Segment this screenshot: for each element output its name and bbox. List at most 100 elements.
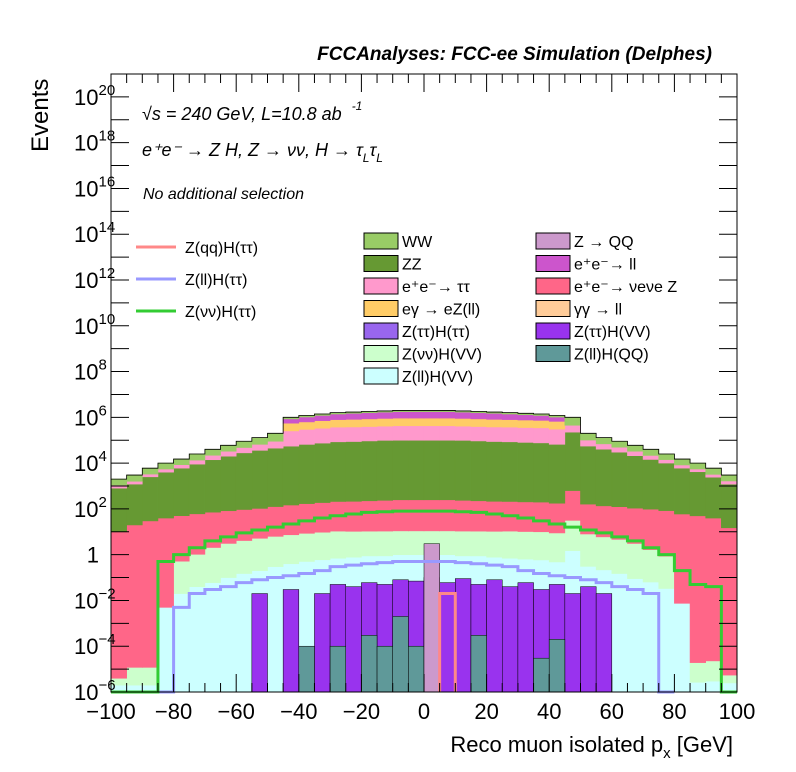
stack-bar	[658, 462, 675, 511]
legend-line-entry: Z(νν)H(ττ)	[136, 304, 256, 321]
stack-bar	[533, 501, 550, 533]
stack-bar	[501, 413, 519, 420]
stack-bar	[235, 540, 253, 574]
y-tick-label: 1016	[74, 173, 115, 201]
legend-fill-swatch	[535, 277, 571, 295]
y-tick-label: 10−6	[74, 677, 116, 705]
x-tick-label: 60	[600, 699, 624, 724]
stack-bar	[251, 450, 268, 509]
stack-bar	[517, 419, 534, 428]
x-axis-label: Reco muon isolated px [GeV]	[450, 732, 733, 762]
stack-bar	[267, 433, 284, 442]
legend-line-label: Z(qq)H(ττ)	[185, 240, 258, 257]
stack-bar	[329, 419, 347, 428]
stack-bar	[705, 467, 722, 475]
stack-bar	[674, 603, 691, 693]
stack-bar	[282, 504, 300, 536]
stack-bar	[721, 474, 738, 482]
stack-bar	[470, 530, 487, 557]
x-tick-label: −60	[218, 699, 255, 724]
stack-bar	[548, 416, 566, 422]
y-tick-label: 102	[74, 494, 107, 522]
stack-bar	[220, 455, 237, 512]
stack-bar	[345, 419, 362, 428]
overlay-line-0	[438, 592, 457, 692]
stack-bar	[689, 681, 706, 693]
stack-bar	[204, 459, 221, 513]
legend-fill-label: ZZ	[402, 257, 422, 274]
legend-fill-label: Z(ll)H(QQ)	[574, 347, 649, 364]
stack-bar	[157, 607, 174, 693]
stack-bar	[642, 549, 660, 583]
stack-bar	[142, 476, 159, 522]
stack-bar	[361, 500, 378, 532]
stack-bar	[220, 450, 237, 457]
overlay-bar	[455, 578, 472, 693]
stack-bar	[689, 515, 706, 663]
stack-bar	[157, 471, 174, 519]
stack-bar	[173, 464, 190, 469]
stack-bar	[721, 527, 738, 676]
overlay-bar	[502, 586, 519, 693]
stack-bar	[439, 417, 456, 427]
y-tick-label: 1012	[74, 265, 115, 293]
stack-bar	[470, 440, 487, 502]
legend-fill-label: Z(ττ)H(ττ)	[402, 324, 470, 341]
stack-bar	[220, 577, 237, 693]
stack-bar	[595, 443, 613, 450]
stack-bar	[126, 667, 143, 686]
stack-bar	[595, 536, 613, 571]
stack-bar	[454, 425, 472, 441]
overlay-bar	[361, 635, 378, 693]
stack-bar	[220, 510, 237, 544]
stack-bar	[501, 426, 519, 443]
legend-fill-entry: Z(ττ)H(VV)	[535, 322, 651, 341]
stack-bar	[188, 459, 206, 465]
stack-bar	[110, 487, 127, 533]
stack-bar	[251, 508, 268, 539]
stack-bar	[689, 471, 706, 517]
stack-bar	[548, 502, 566, 534]
stack-bar	[674, 467, 691, 515]
stack-bar	[314, 442, 331, 503]
legend-fill-label: γγ → ll	[574, 302, 622, 319]
stack-bar	[595, 437, 613, 445]
legend-fill-entry: Z(ll)H(VV)	[363, 367, 473, 386]
stack-bar	[705, 517, 722, 662]
stack-bar	[376, 411, 393, 419]
stack-bar	[454, 411, 472, 419]
overlay-bar	[329, 645, 347, 693]
legend-fill-swatch	[535, 300, 571, 317]
overlay-bar	[298, 645, 315, 693]
y-tick-label: 1010	[74, 311, 115, 339]
stack-bar	[345, 530, 362, 558]
stack-bar	[486, 419, 503, 428]
overlay-bar	[486, 579, 503, 693]
stack-bar	[282, 418, 300, 424]
stack-bar	[486, 413, 503, 420]
x-tick-label: 100	[719, 699, 756, 724]
stack-bar	[454, 500, 472, 532]
stack-bar	[392, 425, 409, 441]
legend-fill-label: WW	[402, 234, 433, 251]
stack-bar	[454, 440, 472, 501]
stack-bar	[533, 427, 550, 444]
stack-bar	[329, 441, 347, 502]
stack-bar	[142, 667, 159, 686]
stack-bar	[142, 473, 159, 478]
legend-fill-swatch	[363, 367, 399, 385]
stack-bar	[392, 411, 409, 419]
stack-bar	[501, 441, 519, 502]
stack-bar	[298, 503, 315, 534]
overlay-line-2	[111, 509, 737, 694]
stack-bar	[423, 417, 440, 427]
stack-bar	[126, 480, 143, 485]
stack-bar	[408, 411, 425, 419]
stack-bar	[173, 560, 190, 594]
stack-bar	[470, 412, 487, 420]
stack-bar	[392, 499, 409, 532]
stack-bar	[423, 411, 440, 419]
legend-fill-swatch	[363, 322, 399, 340]
stack-bar	[204, 454, 221, 461]
stack-bar	[314, 531, 331, 561]
